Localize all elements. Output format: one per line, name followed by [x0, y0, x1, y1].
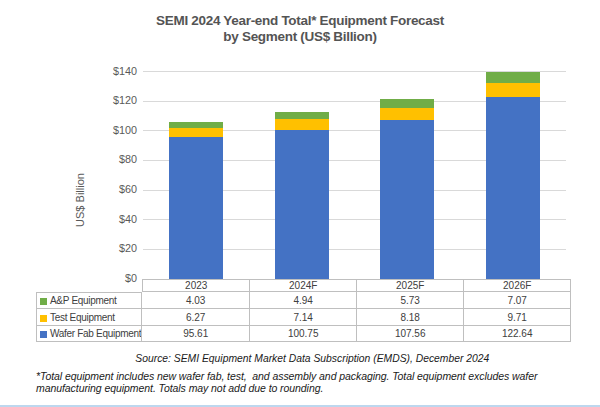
stacked-bar-2024f	[275, 112, 329, 279]
chart-title-line1: SEMI 2024 Year-end Total* Equipment Fore…	[0, 13, 600, 29]
legend-label: Wafer Fab Equipment	[50, 328, 141, 339]
y-tick-label: $80	[77, 153, 137, 165]
y-tick-label: $40	[77, 213, 137, 225]
stacked-bar-2026f	[486, 72, 540, 279]
y-tick-label: $100	[77, 124, 137, 136]
legend-swatch	[40, 298, 47, 305]
value-cell: 6.27	[142, 309, 250, 325]
year-header-cell: 2024F	[250, 279, 357, 292]
bar-segment-test-equipment	[380, 108, 434, 120]
bar-segment-test-equipment	[486, 83, 540, 97]
chart-title-line2: by Segment (US$ Billion)	[0, 29, 600, 45]
legend-cell: A&P Equipment	[36, 292, 142, 309]
value-cell: 122.64	[464, 326, 571, 342]
year-header-cell: 2026F	[464, 279, 571, 292]
value-cell: 8.18	[357, 309, 464, 325]
source-line: Source: SEMI Equipment Market Data Subsc…	[25, 352, 600, 364]
legend-swatch	[40, 315, 47, 322]
bar-segment-wafer-fab-equipment	[486, 97, 540, 279]
legend-label: Test Equipment	[50, 312, 115, 323]
legend-cell: Wafer Fab Equipment	[36, 326, 142, 342]
legend-cell: Test Equipment	[36, 309, 142, 325]
data-table: 20232024F2025F2026F A&P Equipment 4.034.94…	[36, 279, 571, 342]
value-cell: 9.71	[464, 309, 571, 325]
table-corner-cell	[36, 279, 142, 292]
y-tick-label: $140	[77, 65, 137, 77]
bar-segment-wafer-fab-equipment	[169, 137, 223, 279]
year-header-cell: 2025F	[357, 279, 464, 292]
year-header-cell: 2023	[142, 279, 250, 292]
bar-segment-a-p-equipment	[380, 99, 434, 108]
legend-swatch	[40, 331, 47, 338]
bar-segment-wafer-fab-equipment	[275, 130, 329, 279]
stacked-bar-2025f	[380, 99, 434, 279]
bar-segment-a-p-equipment	[486, 72, 540, 83]
y-tick-label: $60	[77, 183, 137, 195]
value-cell: 100.75	[250, 326, 357, 342]
value-cell: 95.61	[142, 326, 250, 342]
bar-segment-a-p-equipment	[275, 112, 329, 119]
chart-figure: SEMI 2024 Year-end Total* Equipment Fore…	[0, 0, 600, 407]
y-tick-label: $120	[77, 94, 137, 106]
bar-segment-test-equipment	[169, 128, 223, 137]
footnote: *Total equipment includes new wafer fab,…	[36, 371, 537, 395]
stacked-bar-2023	[169, 122, 223, 279]
value-cell: 5.73	[357, 292, 464, 309]
legend-label: A&P Equipment	[50, 295, 117, 306]
value-cell: 4.94	[250, 292, 357, 309]
value-cell: 7.07	[464, 292, 571, 309]
value-cell: 107.56	[357, 326, 464, 342]
bar-segment-test-equipment	[275, 119, 329, 130]
bar-segment-wafer-fab-equipment	[380, 120, 434, 279]
value-cell: 4.03	[142, 292, 250, 309]
y-tick-label: $20	[77, 242, 137, 254]
value-cell: 7.14	[250, 309, 357, 325]
footnote-line2: manufacturing equipment. Totals may not …	[36, 383, 537, 395]
chart-title: SEMI 2024 Year-end Total* Equipment Fore…	[0, 13, 600, 44]
